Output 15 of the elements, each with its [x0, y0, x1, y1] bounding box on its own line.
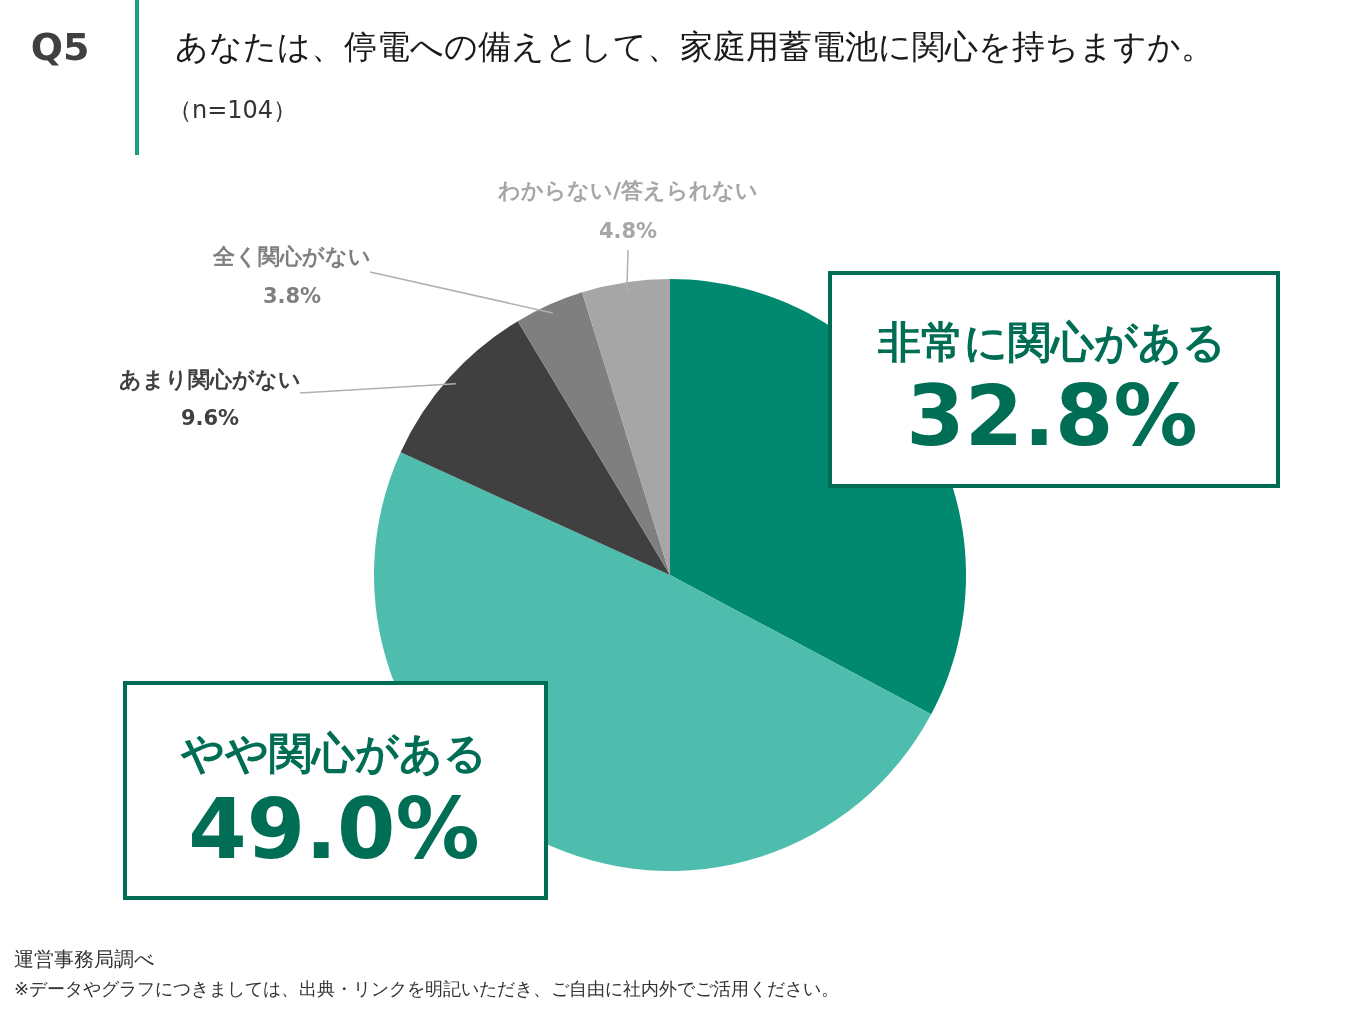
data-label: 9.6%: [180, 406, 240, 430]
data-label: 4.8%: [598, 219, 658, 243]
slice-label: やや関心がある: [180, 728, 487, 778]
text: 運営事務局調べ: [14, 947, 154, 971]
text: Q5: [30, 25, 90, 69]
slice-label: わからない/答えられない: [496, 178, 759, 203]
data-label: 49.0%: [188, 780, 480, 878]
slice-label: 全く関心がない: [212, 244, 371, 269]
chart-subtitle: （n=104）: [168, 96, 298, 124]
chart-title: あなたは、停電への備えとして、家庭用蓄電池に関心を持ちますか。: [175, 27, 1214, 66]
data-label: 32.8%: [906, 367, 1198, 465]
data-label: 3.8%: [262, 284, 322, 308]
slice-label: 非常に関心がある: [877, 317, 1226, 367]
text: ※データやグラフにつきましては、出典・リンクを明記いただき、ご自由に社内外でご活用ください。: [14, 978, 840, 999]
slice-label: あまり関心がない: [119, 367, 301, 392]
